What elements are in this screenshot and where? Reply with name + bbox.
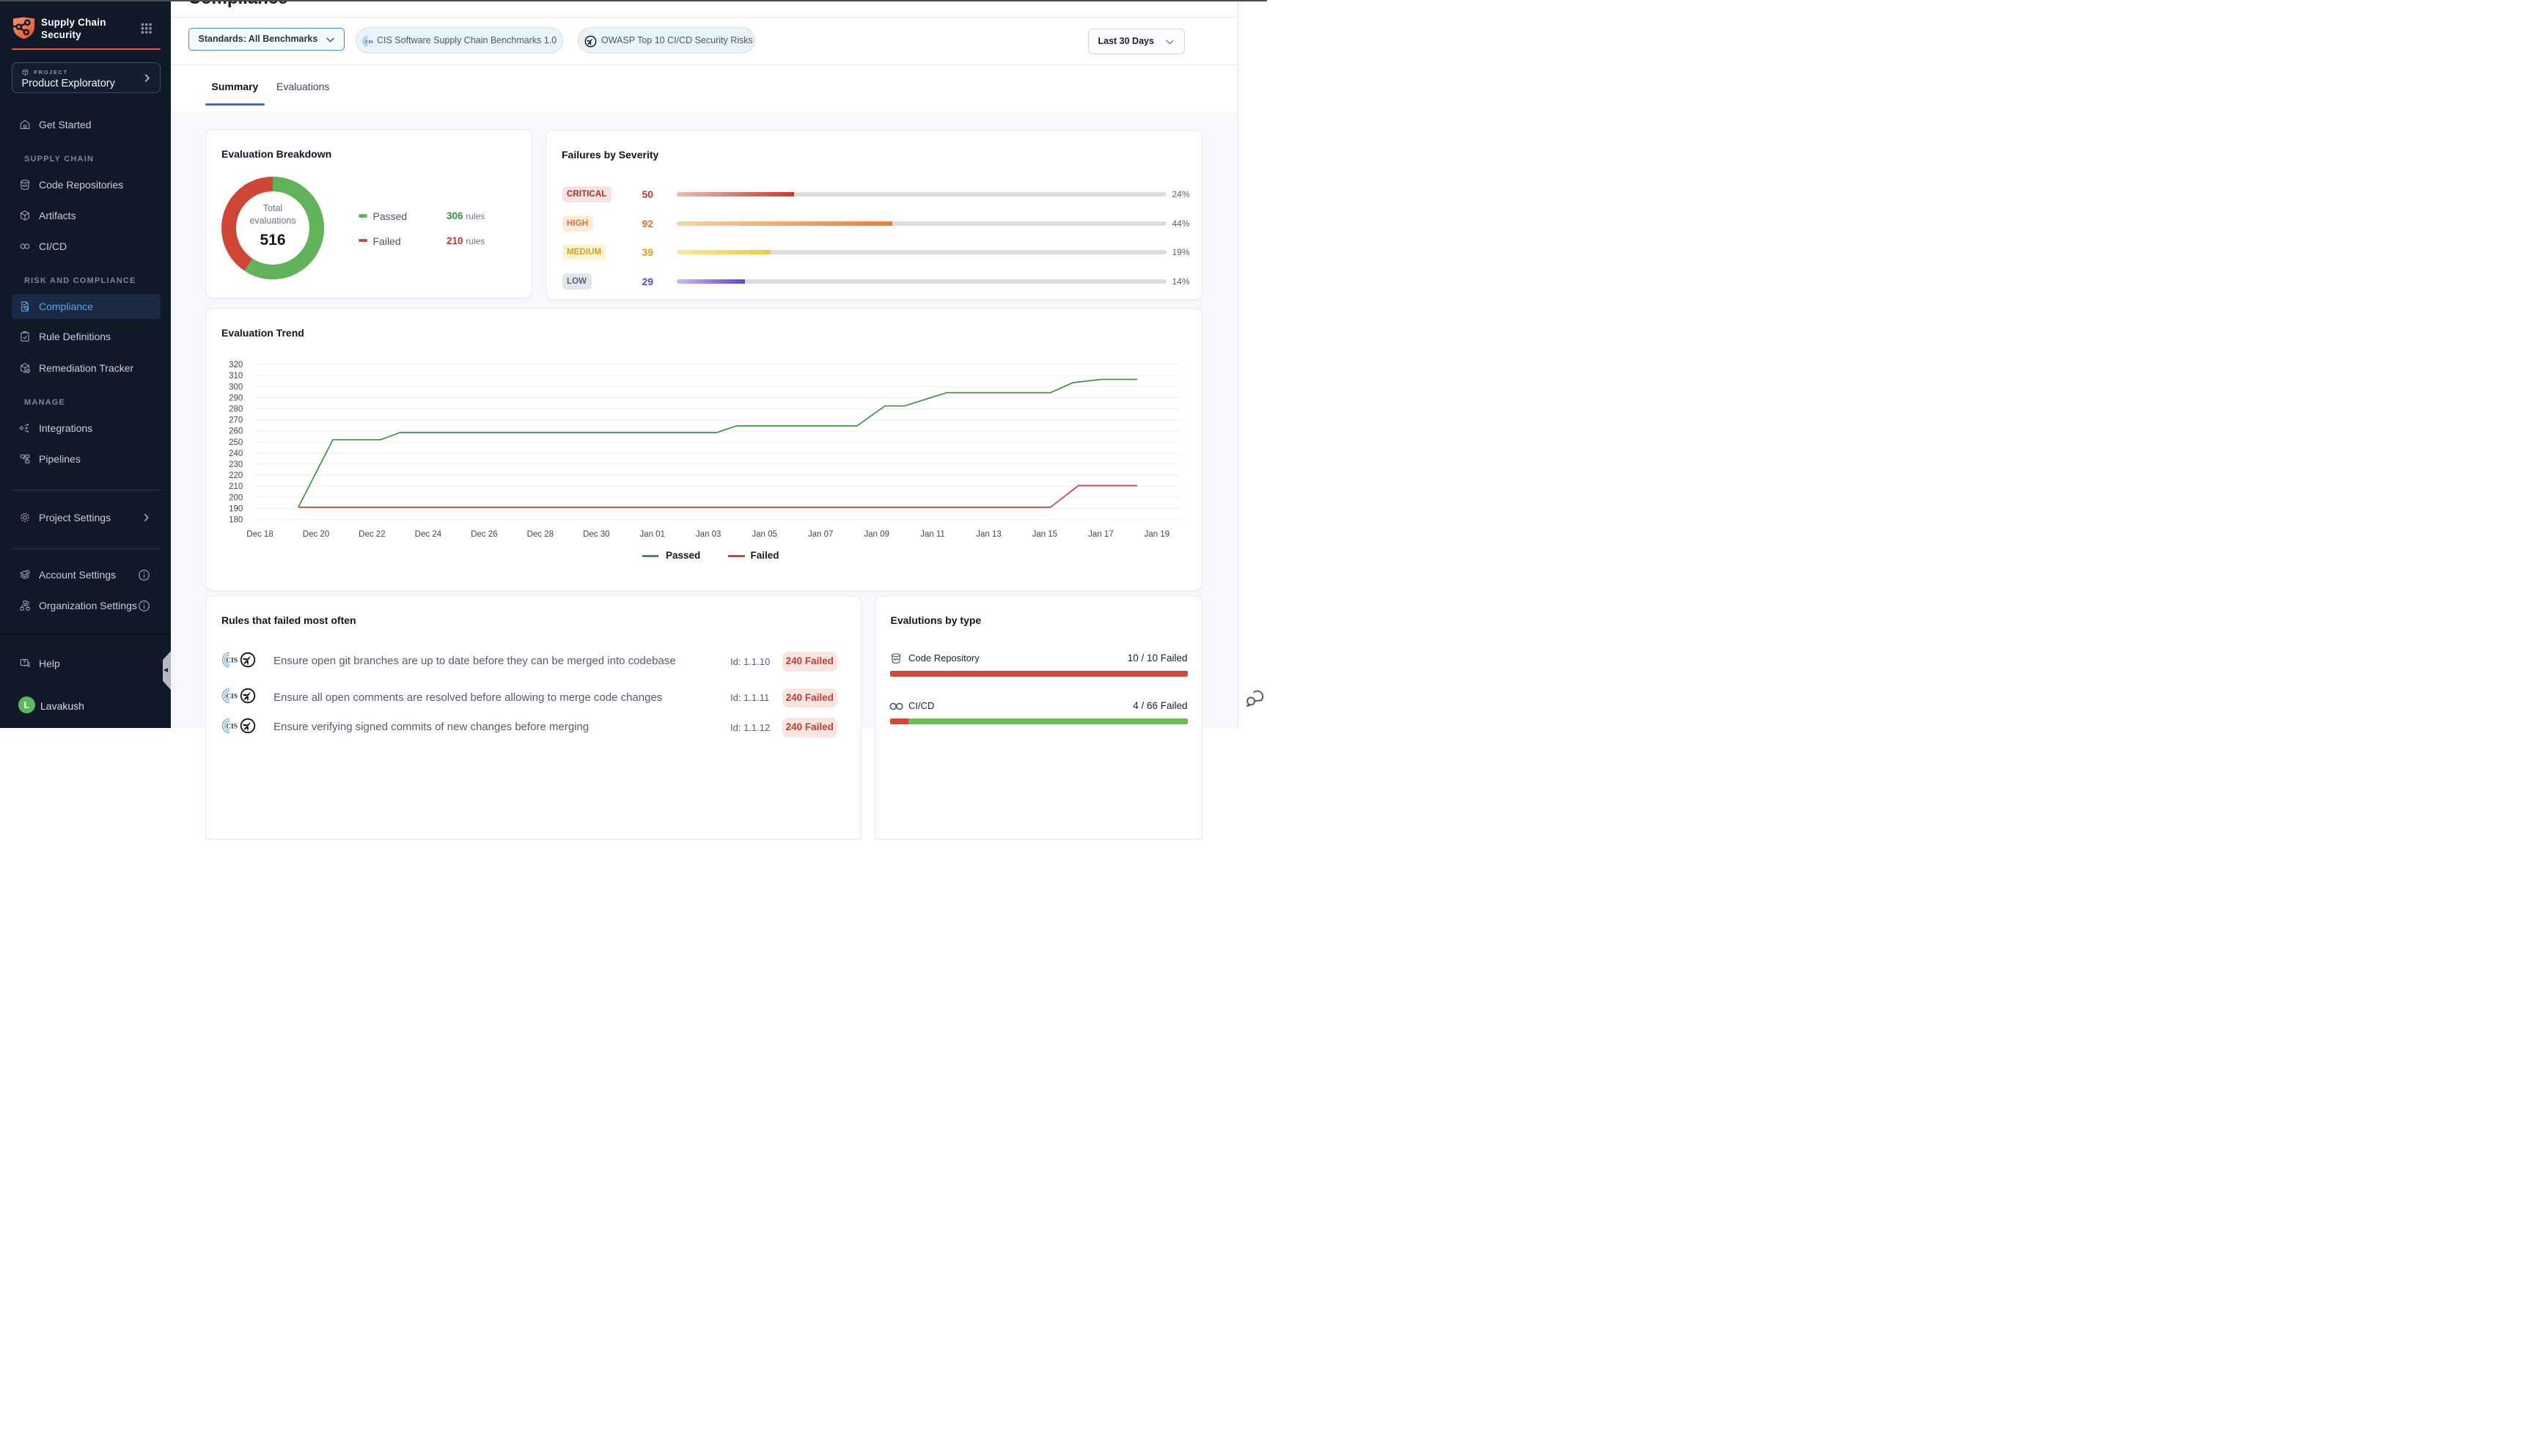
- svg-text:190: 190: [229, 504, 243, 513]
- svg-text:Jan 15: Jan 15: [1032, 529, 1058, 538]
- svg-text:Jan 05: Jan 05: [752, 529, 777, 538]
- svg-text:CIS: CIS: [226, 657, 238, 664]
- svg-text:Jan 09: Jan 09: [864, 529, 889, 538]
- svg-text:200: 200: [229, 493, 243, 502]
- svg-text:Jan 13: Jan 13: [976, 529, 1002, 538]
- svg-text:240: 240: [229, 449, 243, 457]
- svg-text:Dec 30: Dec 30: [583, 529, 609, 538]
- svg-text:320: 320: [229, 361, 243, 369]
- svg-text:CIS: CIS: [226, 723, 238, 730]
- svg-text:CIS: CIS: [226, 694, 238, 701]
- svg-text:Jan 17: Jan 17: [1088, 529, 1114, 538]
- svg-text:210: 210: [229, 482, 243, 491]
- svg-text:310: 310: [229, 372, 243, 380]
- svg-text:280: 280: [229, 405, 243, 413]
- svg-text:Dec 20: Dec 20: [303, 529, 329, 538]
- svg-text:Jan 19: Jan 19: [1145, 529, 1170, 538]
- svg-text:Dec 26: Dec 26: [471, 529, 497, 538]
- svg-text:Jan 11: Jan 11: [920, 529, 945, 538]
- svg-text:180: 180: [229, 515, 243, 524]
- svg-text:260: 260: [229, 427, 243, 435]
- svg-text:CIS: CIS: [365, 39, 373, 44]
- svg-text:Jan 07: Jan 07: [808, 529, 834, 538]
- svg-text:270: 270: [229, 416, 243, 424]
- svg-text:Jan 03: Jan 03: [696, 529, 721, 538]
- svg-text:Dec 22: Dec 22: [359, 529, 385, 538]
- svg-text:300: 300: [229, 383, 243, 391]
- svg-text:230: 230: [229, 460, 243, 469]
- svg-text:Dec 28: Dec 28: [527, 529, 554, 538]
- svg-text:220: 220: [229, 471, 243, 480]
- svg-text:250: 250: [229, 438, 243, 446]
- svg-text:Dec 24: Dec 24: [415, 529, 442, 538]
- svg-text:290: 290: [229, 394, 243, 402]
- svg-text:Jan 01: Jan 01: [639, 529, 665, 538]
- svg-text:Dec 18: Dec 18: [246, 529, 273, 538]
